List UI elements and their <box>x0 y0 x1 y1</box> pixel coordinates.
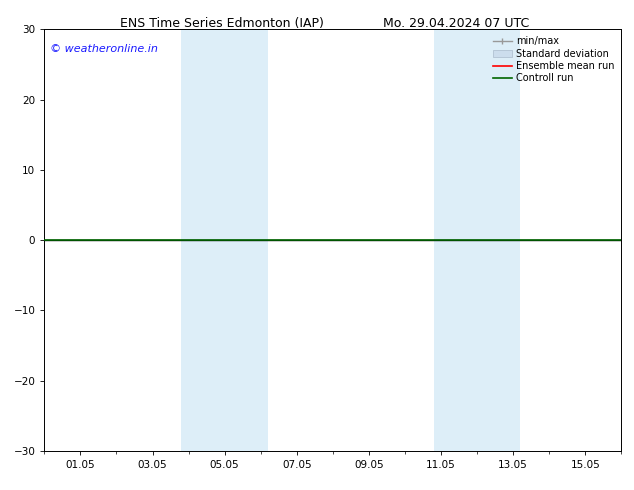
Text: Mo. 29.04.2024 07 UTC: Mo. 29.04.2024 07 UTC <box>384 17 529 30</box>
Bar <box>434 29 470 451</box>
Bar <box>470 29 521 451</box>
Text: ENS Time Series Edmonton (IAP): ENS Time Series Edmonton (IAP) <box>120 17 324 30</box>
Bar <box>217 29 268 451</box>
Text: © weatheronline.in: © weatheronline.in <box>50 44 158 54</box>
Legend: min/max, Standard deviation, Ensemble mean run, Controll run: min/max, Standard deviation, Ensemble me… <box>491 34 616 85</box>
Bar <box>181 29 217 451</box>
